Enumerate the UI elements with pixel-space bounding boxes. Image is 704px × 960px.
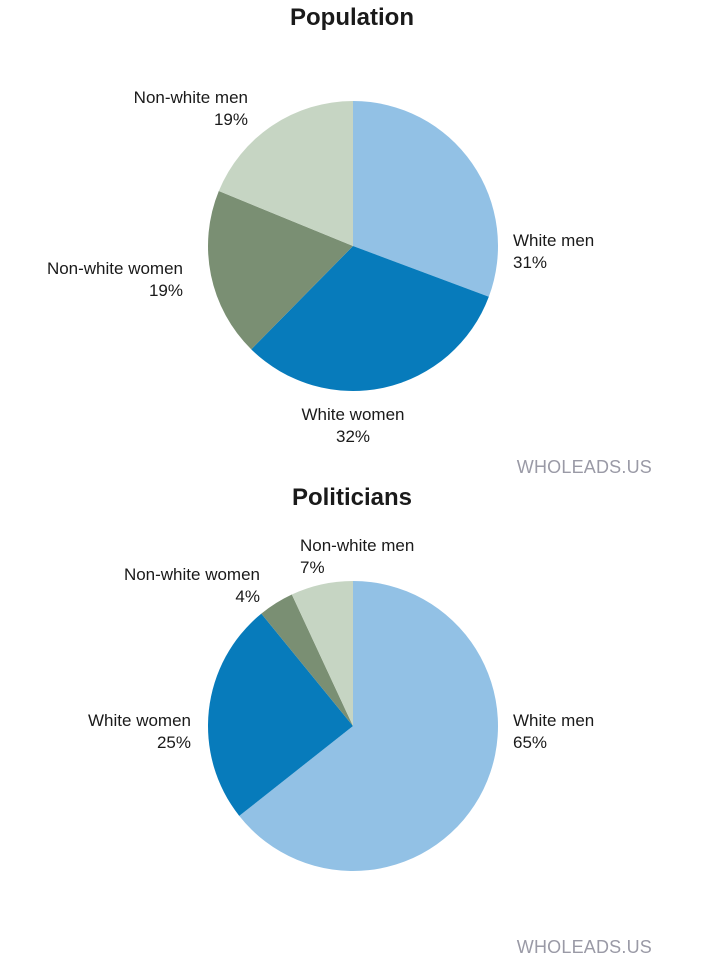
- slice-name: Non-white women: [47, 259, 183, 278]
- slice-name: Non-white women: [124, 565, 260, 584]
- pie-slice-white-men: [353, 101, 498, 297]
- chart-title: Population: [290, 4, 414, 31]
- slice-percent: 65%: [513, 733, 547, 752]
- slice-name: White women: [88, 711, 191, 730]
- slice-label-non-white-men: Non-white men 19%: [134, 88, 248, 129]
- slice-name: White women: [302, 405, 405, 424]
- pie-slice-non-white-men: [218, 101, 353, 246]
- population-pie: White men 31% White women 32% Non-white wome…: [47, 88, 594, 446]
- slice-percent: 19%: [149, 281, 183, 300]
- slice-name: Non-white men: [134, 88, 248, 107]
- politicians-pie: White men 65% White women 25% Non-white wome…: [88, 536, 594, 871]
- politicians-pie-chart: Politicians White men 65% White women 25% No…: [0, 480, 704, 960]
- slice-label-white-men: White men 31%: [513, 231, 594, 272]
- slice-name: White men: [513, 711, 594, 730]
- slice-percent: 25%: [157, 733, 191, 752]
- slice-label-non-white-women: Non-white women 19%: [47, 259, 183, 300]
- pie-slice-non-white-women: [207, 191, 353, 350]
- watermark: WHOLEADS.US: [516, 457, 652, 477]
- slice-percent: 19%: [214, 110, 248, 129]
- slice-name: White men: [513, 231, 594, 250]
- slice-label-white-women: White women 25%: [88, 711, 191, 752]
- pie-slice-white-men: [239, 581, 498, 871]
- pie-slice-non-white-men: [291, 581, 353, 726]
- watermark: WHOLEADS.US: [516, 937, 652, 957]
- slice-name: Non-white men: [300, 536, 414, 555]
- population-pie-chart: Population White men 31% White women 32% Non…: [47, 4, 652, 477]
- slice-percent: 4%: [235, 587, 260, 606]
- pie-slice-non-white-women: [261, 594, 353, 726]
- slice-percent: 31%: [513, 253, 547, 272]
- slice-label-non-white-women: Non-white women 4%: [124, 565, 260, 606]
- slice-label-white-women: White women 32%: [302, 405, 405, 446]
- slice-percent: 7%: [300, 558, 325, 577]
- slice-label-non-white-men: Non-white men 7%: [300, 536, 414, 577]
- pie-slice-white-women: [251, 246, 489, 391]
- slice-label-white-men: White men 65%: [513, 711, 594, 752]
- pie-slice-white-women: [208, 613, 353, 816]
- slice-percent: 32%: [336, 427, 370, 446]
- chart-title: Politicians: [291, 484, 413, 511]
